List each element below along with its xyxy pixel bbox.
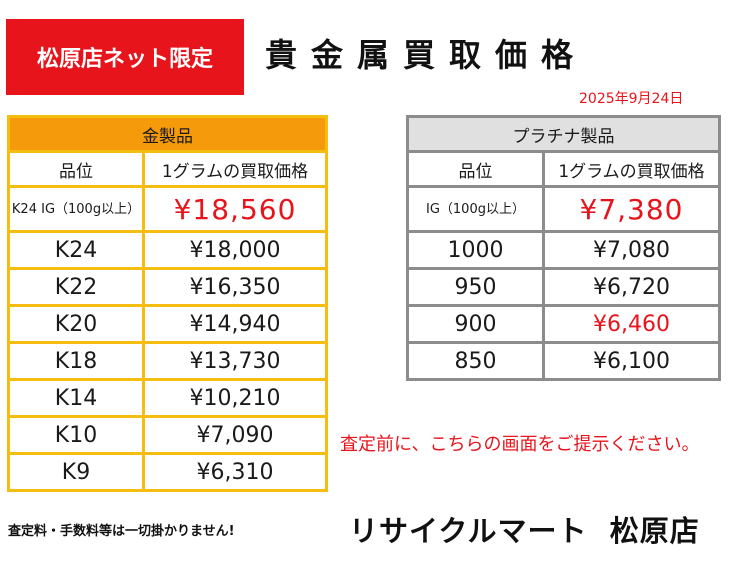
platinum-caption: プラチナ製品 bbox=[406, 115, 721, 153]
platinum-grade-header: 品位 bbox=[406, 150, 545, 188]
gold-price-cell: ¥16,350 bbox=[142, 267, 328, 307]
gold-grade-cell: K18 bbox=[7, 341, 145, 381]
gold-price-cell: ¥10,210 bbox=[142, 378, 328, 418]
price-date: 2025年9月24日 bbox=[579, 91, 684, 107]
page-title: 貴金属買取価格 bbox=[265, 36, 588, 74]
platinum-grade-cell: 950 bbox=[406, 267, 545, 307]
platinum-grade-cell: 1000 bbox=[406, 230, 545, 270]
platinum-price-cell: ¥6,460 bbox=[542, 304, 721, 344]
platinum-price-header: 1グラムの買取価格 bbox=[542, 150, 721, 188]
gold-price-cell: ¥18,000 bbox=[142, 230, 328, 270]
gold-grade-cell: K22 bbox=[7, 267, 145, 307]
platinum-price-table: プラチナ製品 品位 1グラムの買取価格 IG（100g以上） ¥7,380 10… bbox=[406, 115, 721, 381]
gold-price-cell: ¥6,310 bbox=[142, 452, 328, 492]
gold-price-header: 1グラムの買取価格 bbox=[142, 150, 328, 188]
gold-grade-cell: K24 bbox=[7, 230, 145, 270]
no-fees-note: 査定料・手数料等は一切掛かりません! bbox=[8, 524, 235, 539]
show-screen-notice: 査定前に、こちらの画面をご提示ください。 bbox=[340, 434, 700, 455]
gold-caption: 金製品 bbox=[7, 115, 328, 153]
gold-price-cell: ¥13,730 bbox=[142, 341, 328, 381]
platinum-grade-cell: 850 bbox=[406, 341, 545, 381]
gold-price-table: 金製品 品位 1グラムの買取価格 K24 IG（100g以上） ¥18,560 … bbox=[7, 115, 328, 492]
platinum-price-cell: ¥6,720 bbox=[542, 267, 721, 307]
platinum-price-cell: ¥7,080 bbox=[542, 230, 721, 270]
platinum-grade-cell: IG（100g以上） bbox=[406, 185, 545, 233]
gold-grade-cell: K20 bbox=[7, 304, 145, 344]
platinum-grade-cell: 900 bbox=[406, 304, 545, 344]
store-limited-badge: 松原店ネット限定 bbox=[6, 19, 244, 95]
gold-grade-cell: K10 bbox=[7, 415, 145, 455]
gold-grade-cell: K14 bbox=[7, 378, 145, 418]
gold-price-cell: ¥7,090 bbox=[142, 415, 328, 455]
gold-price-cell: ¥14,940 bbox=[142, 304, 328, 344]
gold-grade-cell: K24 IG（100g以上） bbox=[7, 185, 145, 233]
gold-grade-cell: K9 bbox=[7, 452, 145, 492]
platinum-price-cell: ¥6,100 bbox=[542, 341, 721, 381]
gold-price-cell: ¥18,560 bbox=[142, 185, 328, 233]
platinum-price-cell: ¥7,380 bbox=[542, 185, 721, 233]
gold-grade-header: 品位 bbox=[7, 150, 145, 188]
shop-name: リサイクルマート 松原店 bbox=[349, 514, 700, 548]
